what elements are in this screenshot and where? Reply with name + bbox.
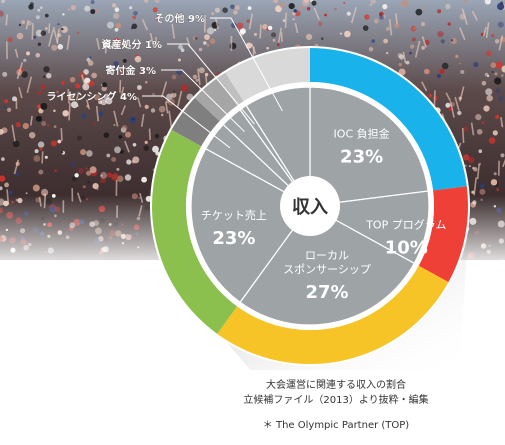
callout-leader-5 bbox=[161, 69, 245, 133]
ring-slice-5 bbox=[194, 78, 238, 122]
inner-wedge-2 bbox=[239, 205, 416, 326]
ring-separator bbox=[186, 82, 434, 330]
caption-note: ＊ The Olympic Partner (TOP) bbox=[262, 420, 410, 431]
center-hole bbox=[280, 176, 340, 236]
inner-wedge-7 bbox=[245, 86, 311, 209]
ring-slice-6 bbox=[217, 72, 244, 106]
slice-value-1: 10% bbox=[385, 237, 428, 258]
slice-label-0: IOC 負担金 bbox=[334, 127, 390, 141]
slice-label-3: チケット売上 bbox=[201, 209, 267, 222]
slice-label-2: ローカル bbox=[305, 249, 349, 262]
ring-slice-1 bbox=[418, 186, 468, 283]
inner-wedge-3 bbox=[190, 147, 311, 304]
callout-label-5: 寄付金 3% bbox=[106, 64, 156, 77]
slice-value-2: 27% bbox=[305, 282, 348, 303]
callout-label-6: 資産処分 1% bbox=[102, 38, 162, 51]
callout-leader-7 bbox=[210, 17, 283, 112]
inner-wedge-0 bbox=[309, 86, 429, 207]
slice-label-2: スポンサーシップ bbox=[283, 263, 371, 276]
callout-leader-4 bbox=[142, 95, 231, 149]
slice-value-0: 23% bbox=[340, 147, 383, 168]
ring-slice-2 bbox=[217, 265, 449, 364]
ring-slice-3 bbox=[152, 129, 238, 334]
slice-label-1: TOP プログラム bbox=[365, 217, 446, 231]
callout-label-7: その他 9% bbox=[155, 12, 205, 25]
caption-line-1: 大会運営に関連する収入の割合 bbox=[266, 380, 406, 391]
slice-value-3: 23% bbox=[212, 228, 255, 249]
ring-slice-0 bbox=[310, 48, 467, 191]
callout-label-4: ライセンシング 4% bbox=[47, 90, 137, 103]
center-label: 収入 bbox=[292, 197, 328, 218]
callout-leader-6 bbox=[167, 43, 255, 125]
ring-slice-4 bbox=[171, 97, 220, 147]
caption-line-2: 立候補ファイル（2013）より抜粋・編集 bbox=[243, 395, 429, 406]
ring-slice-7 bbox=[225, 48, 310, 102]
